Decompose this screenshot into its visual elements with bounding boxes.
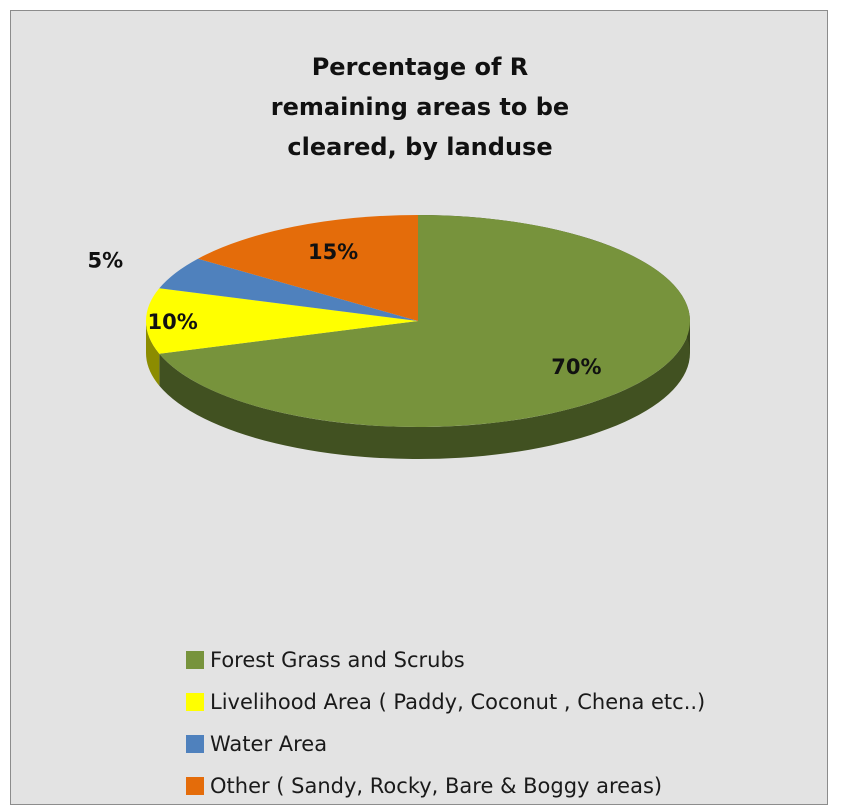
legend-swatch-water	[186, 735, 204, 753]
legend-item-water: Water Area	[186, 723, 705, 765]
chart-title: Percentage of R remaining areas to be cl…	[11, 47, 829, 167]
pie-slice-livelihood	[146, 288, 418, 354]
pie-slice-water	[159, 258, 418, 321]
legend-swatch-livelihood	[186, 693, 204, 711]
legend-swatch-forest	[186, 651, 204, 669]
chart-title-line-1: Percentage of R	[311, 53, 529, 81]
data-label-livelihood: 10%	[148, 310, 198, 334]
pie-side-livelihood	[146, 321, 160, 386]
pie-slice-forest	[159, 215, 691, 427]
legend-item-other: Other ( Sandy, Rocky, Bare & Boggy areas…	[186, 765, 705, 807]
legend-label-forest: Forest Grass and Scrubs	[210, 648, 465, 672]
legend-label-water: Water Area	[210, 732, 328, 756]
pie-slice-other	[197, 215, 418, 321]
data-label-water: 5%	[87, 249, 123, 273]
chart-area: Percentage of R remaining areas to be cl…	[10, 10, 828, 805]
legend-label-other: Other ( Sandy, Rocky, Bare & Boggy areas…	[210, 774, 663, 798]
data-label-other: 15%	[308, 240, 358, 264]
legend-label-livelihood: Livelihood Area ( Paddy, Coconut , Chena…	[210, 690, 706, 714]
chart-title-line-2: remaining areas to be	[270, 93, 570, 121]
legend-swatch-other	[186, 777, 204, 795]
pie-side-forest	[159, 321, 690, 460]
legend-item-livelihood: Livelihood Area ( Paddy, Coconut , Chena…	[186, 681, 705, 723]
chart-title-line-3: cleared, by landuse	[287, 133, 553, 161]
data-label-forest: 70%	[551, 355, 601, 379]
legend-item-forest: Forest Grass and Scrubs	[186, 639, 705, 681]
legend: Forest Grass and Scrubs Livelihood Area …	[186, 639, 705, 807]
pie-chart: 70% 10% 5% 15%	[87, 215, 691, 460]
